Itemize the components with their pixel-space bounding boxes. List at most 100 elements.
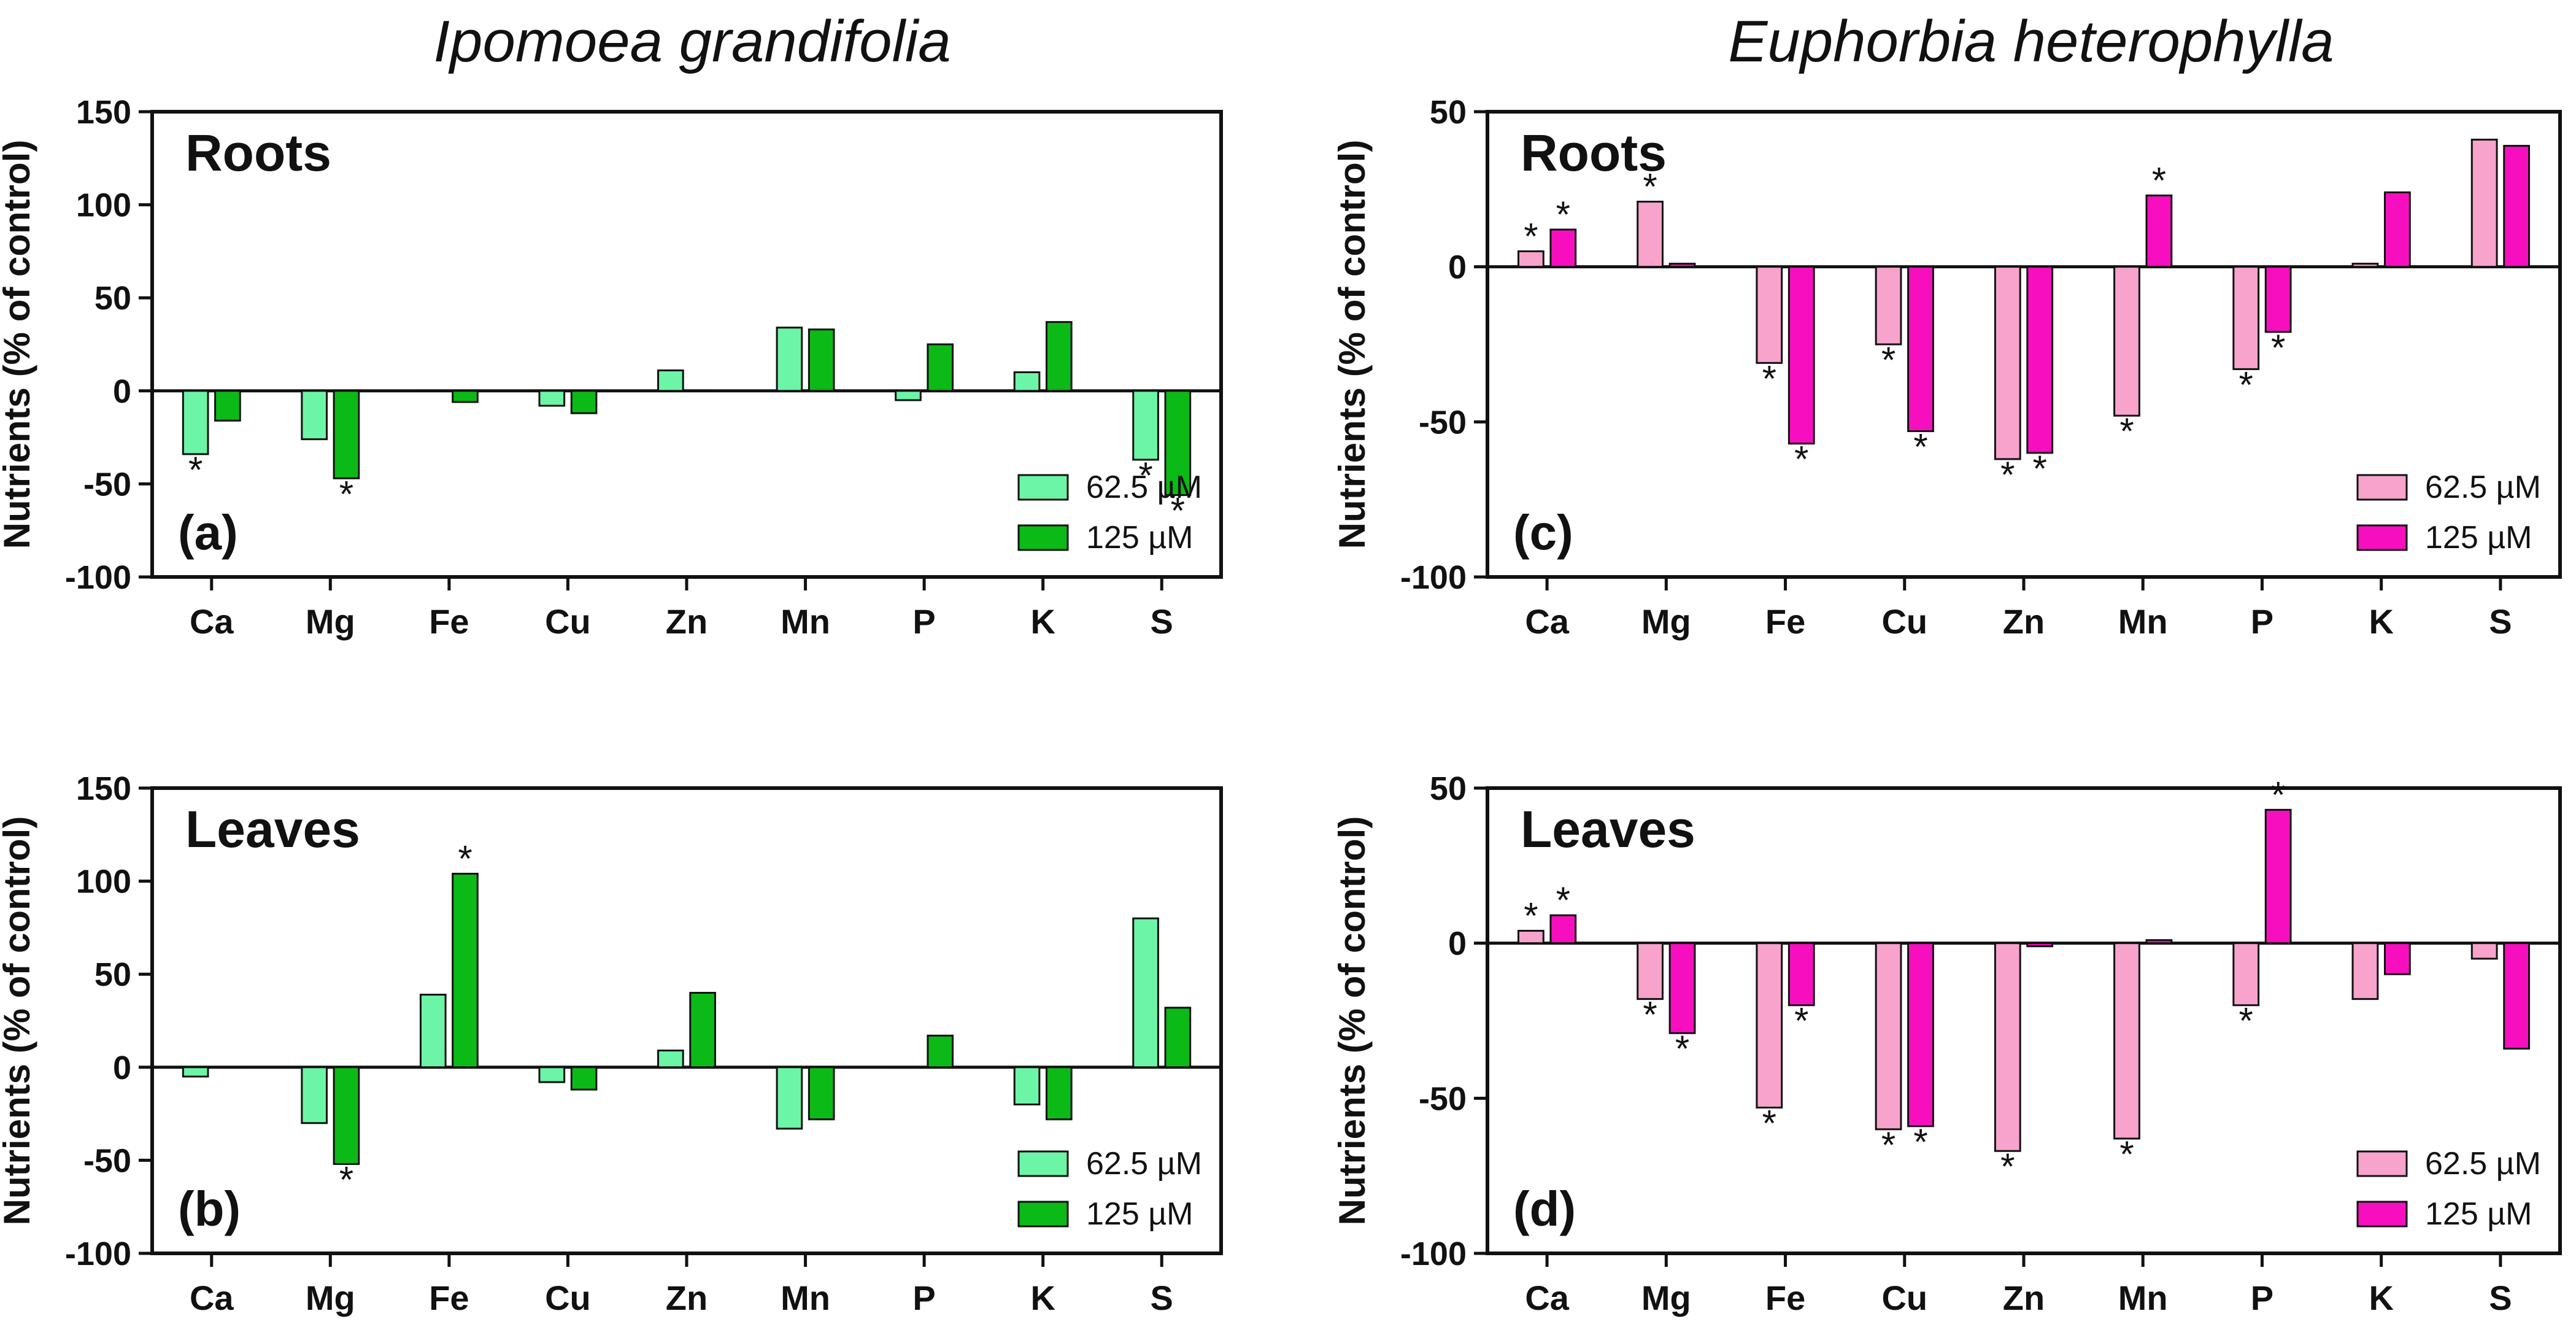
species-title-ipomoea: Ipomoea grandifolia [433,9,951,74]
panel-title: Roots [1521,124,1667,182]
bar-high-dose [2503,942,2531,1050]
x-tick-label: Ca [190,602,234,641]
x-tick-label: P [912,1279,935,1317]
panel-a: -100 -50 0 50 100 150 Nutrients (% of control)… [0,94,1223,641]
significance-star: * [1794,1000,1808,1042]
bar-high-dose [2026,266,2054,454]
y-tick-label: -50 [1419,1080,1467,1117]
x-tick-label: Mn [781,602,830,641]
x-tick-label: Zn [666,1279,708,1317]
bar-low-dose [538,1066,566,1083]
significance-star: * [1913,1121,1927,1163]
x-tick-label: Zn [666,602,708,641]
significance-star: * [339,473,353,514]
legend-label: 62.5 µM [1086,1146,1202,1182]
x-tick-label: Fe [429,602,469,641]
x-tick-label: Ca [1525,1279,1569,1317]
significance-star: * [458,838,472,879]
legend-swatch [2356,1150,2408,1177]
y-tick-label: 50 [94,956,131,993]
panel-label: (b) [178,1182,241,1236]
bar-low-dose [895,390,922,401]
y-tick-label: 100 [76,187,131,224]
bar-low-dose [1994,266,2021,460]
bar-low-dose [1132,390,1159,461]
bar-high-dose [1787,942,1815,1007]
bar-high-dose [570,1066,598,1091]
x-tick-label: Cu [1881,1279,1927,1317]
x-tick-label: S [2489,602,2512,641]
bar-high-dose [1045,321,1073,392]
y-tick-label: -50 [83,1142,131,1179]
y-tick-label: -100 [1400,559,1467,596]
legend-label: 125 µM [2425,520,2532,555]
bar-low-dose [776,1066,803,1130]
significance-star: * [1675,1028,1689,1069]
bar-high-dose [214,390,241,422]
bar-low-dose [182,390,209,455]
legend-swatch [2356,1201,2408,1228]
panel-title: Leaves [185,800,360,858]
significance-star: * [2239,364,2253,405]
y-axis-title: Nutrients (% of control) [1332,816,1373,1226]
bar-low-dose [301,1066,328,1124]
legend-swatch [1017,1150,1069,1177]
bar-high-dose [689,992,716,1069]
y-tick-label: -50 [83,466,131,503]
x-tick-label: Ca [1525,602,1569,641]
bar-high-dose [2264,808,2292,945]
significance-star: * [1881,339,1895,381]
bar-low-dose [2351,263,2379,268]
significance-star: * [1171,490,1185,532]
bar-high-dose [2383,191,2411,268]
significance-star: * [1643,166,1657,207]
panel-d: -100 -50 0 50 Nutrients (% of control) Ca * * Mg… [1332,770,2562,1317]
x-tick-label: K [1030,1279,1055,1317]
significance-star: * [1138,455,1152,496]
x-tick-label: Zn [2003,1279,2045,1317]
y-tick-label: 150 [76,770,131,807]
legend-swatch [1017,524,1069,551]
bar-low-dose [1013,1066,1041,1105]
bar-low-dose [538,390,566,407]
x-tick-label: Mg [1641,1279,1691,1317]
bar-high-dose [570,390,598,414]
bar-high-dose [1907,266,1934,432]
bar-high-dose [1549,228,1577,268]
legend-label: 62.5 µM [2425,1146,2541,1182]
bar-high-dose [927,1034,954,1069]
significance-star: * [1556,194,1570,235]
bar-low-dose [301,390,328,441]
x-tick-label: Fe [429,1279,469,1317]
y-tick-label: -100 [1400,1236,1467,1272]
x-tick-label: K [2369,602,2393,641]
bar-low-dose [776,327,803,392]
significance-star: * [2152,160,2166,201]
x-tick-label: Mn [2118,602,2168,641]
bar-low-dose [657,369,684,392]
bar-high-dose [1668,263,1696,268]
legend-swatch [2356,474,2408,501]
bar-low-dose [1637,201,1664,268]
bar-low-dose [419,994,447,1069]
y-axis-title: Nutrients (% of control) [1332,140,1373,549]
legend-label: 62.5 µM [1086,470,1202,505]
legend-swatch [1017,474,1069,501]
y-tick-label: 50 [94,280,131,317]
x-tick-label: P [2251,602,2273,641]
y-tick-label: 150 [76,94,131,131]
bar-high-dose [927,343,954,392]
bar-high-dose [1668,942,1696,1034]
bar-high-dose [1549,914,1577,945]
bar-low-dose [1875,266,1902,346]
significance-star: * [339,1159,353,1200]
bar-low-dose [2351,942,2379,1000]
bar-low-dose [2232,266,2260,370]
x-tick-label: Mn [2118,1279,2168,1317]
bar-low-dose [657,1050,684,1069]
bar-low-dose [2470,138,2498,268]
panel-b: -100 -50 0 50 100 150 Nutrients (% of control)… [0,770,1223,1317]
bar-high-dose [2145,194,2173,268]
y-tick-label: 0 [113,373,131,410]
panel-label: (d) [1513,1182,1576,1236]
